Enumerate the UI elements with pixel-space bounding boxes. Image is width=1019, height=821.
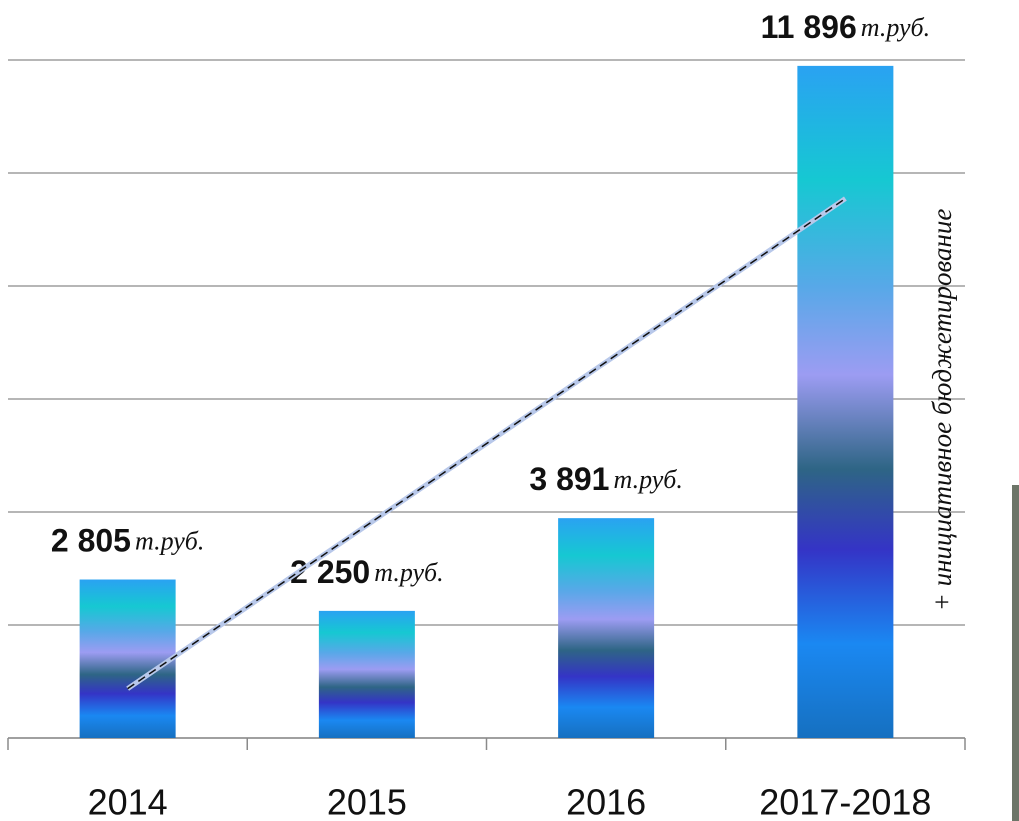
value-label: 2 805 bbox=[51, 523, 131, 559]
trendline-dash bbox=[127, 197, 846, 690]
data-label: 3 891 т.руб. bbox=[529, 462, 682, 498]
value-label: 11 896 bbox=[761, 9, 857, 45]
bar bbox=[558, 518, 655, 738]
annotation: + инициативное бюджетирование bbox=[927, 209, 957, 612]
value-label: 2 250 bbox=[290, 554, 370, 590]
photo-edge bbox=[1012, 485, 1019, 821]
bar bbox=[797, 65, 894, 739]
x-tick-label: 2016 bbox=[566, 782, 646, 821]
data-label: 2 805 т.руб. bbox=[51, 523, 204, 559]
x-tick-label: 2014 bbox=[88, 782, 168, 821]
x-tick-label: 2017-2018 bbox=[759, 782, 931, 821]
data-label: 11 896 т.руб. bbox=[761, 9, 930, 45]
unit-label: т.руб. bbox=[861, 13, 930, 42]
data-label: 2 250 т.руб. bbox=[290, 554, 443, 590]
unit-label: т.руб. bbox=[135, 526, 204, 555]
bar bbox=[318, 610, 415, 738]
value-label: 3 891 bbox=[529, 462, 609, 498]
unit-label: т.руб. bbox=[613, 465, 682, 494]
bars bbox=[79, 65, 894, 739]
x-tick-label: 2015 bbox=[327, 782, 407, 821]
unit-label: т.руб. bbox=[374, 558, 443, 587]
bar bbox=[79, 579, 176, 738]
